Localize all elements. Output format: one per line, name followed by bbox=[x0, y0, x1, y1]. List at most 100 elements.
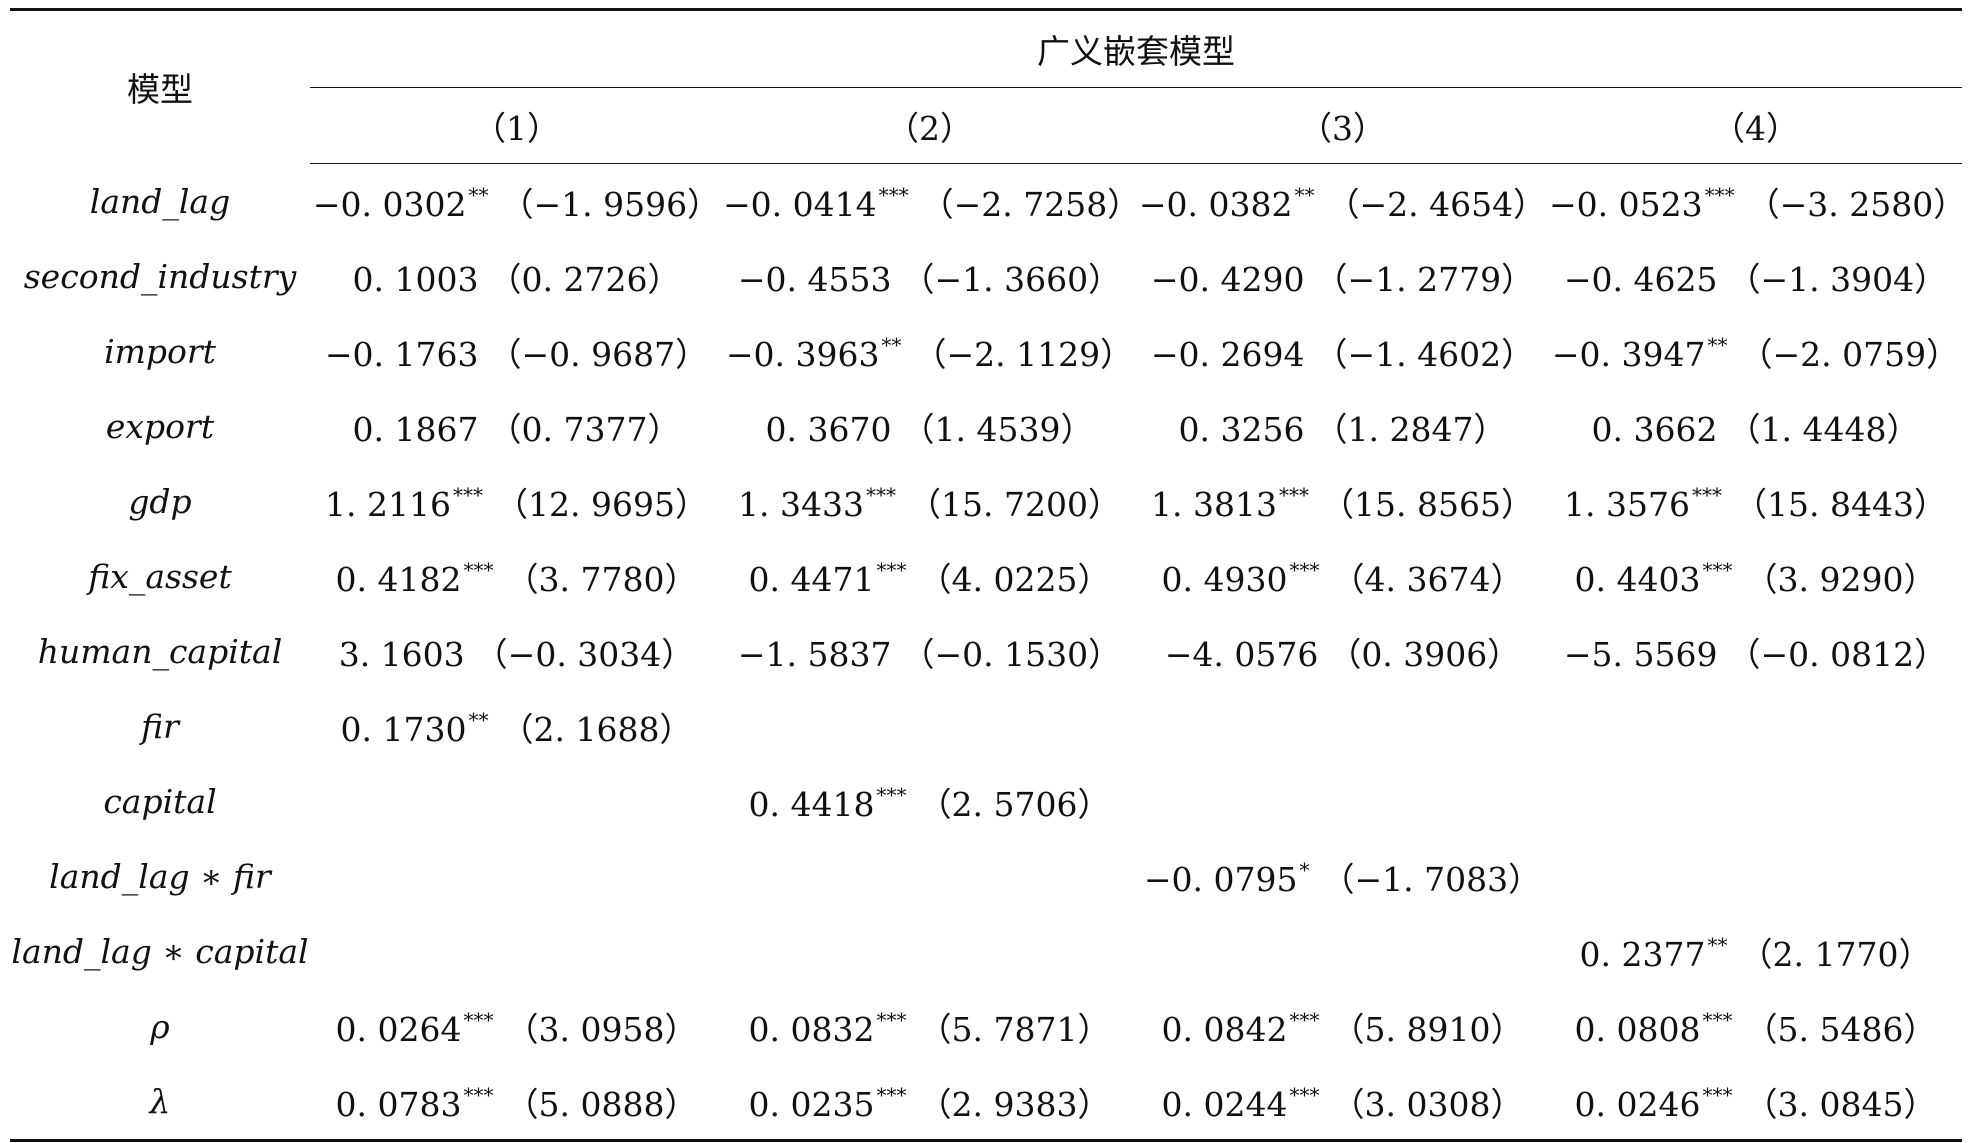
estimate-cell: −0. 4625 （−1. 3904） bbox=[1549, 239, 1962, 314]
estimate-cell: 0. 3662 （1. 4448） bbox=[1549, 389, 1962, 464]
significance-stars: *** bbox=[463, 1007, 494, 1032]
estimate-cell bbox=[1136, 914, 1549, 989]
coefficient-value: 0. 0783 bbox=[335, 1084, 462, 1124]
estimate-cell: 0. 3256 （1. 2847） bbox=[1136, 389, 1549, 464]
t-statistic-value: （3. 7780） bbox=[505, 559, 698, 599]
estimate-cell: −5. 5569 （−0. 0812） bbox=[1549, 614, 1962, 689]
significance-stars: *** bbox=[1289, 1007, 1320, 1032]
table-row: fir 0. 1730 ** （2. 1688） bbox=[10, 689, 1962, 764]
t-statistic-value: （1. 2847） bbox=[1314, 409, 1507, 449]
variable-name-cell: ρ bbox=[150, 1007, 170, 1046]
estimate-cell bbox=[1549, 839, 1962, 914]
estimate-cell: −0. 1763 （−0. 9687） bbox=[310, 314, 723, 389]
coefficient-value: 0. 4418 bbox=[748, 784, 875, 824]
estimate-cell: 0. 0246 *** （3. 0845） bbox=[1549, 1064, 1962, 1142]
t-statistic-value: （−2. 0759） bbox=[1739, 334, 1960, 374]
estimate-cell: 0. 1003 （0. 2726） bbox=[310, 239, 723, 314]
estimate-cell bbox=[310, 764, 723, 839]
t-statistic-value: （−3. 2580） bbox=[1746, 184, 1967, 224]
coefficient-value: 0. 0235 bbox=[748, 1084, 875, 1124]
variable-name-cell: import bbox=[104, 332, 216, 371]
t-statistic-value: （−2. 4654） bbox=[1326, 184, 1547, 224]
significance-stars: *** bbox=[1704, 182, 1735, 207]
estimate-cell bbox=[1136, 764, 1549, 839]
t-statistic-value: （−0. 1530） bbox=[901, 634, 1122, 674]
t-statistic-value: （−0. 9687） bbox=[488, 334, 709, 374]
table-row: import −0. 1763 （−0. 9687） −0. 3963 ** （−2. 1… bbox=[10, 314, 1962, 389]
t-statistic-value: （4. 3674） bbox=[1331, 559, 1524, 599]
estimate-cell: 1. 3576 *** （15. 8443） bbox=[1549, 464, 1962, 539]
significance-stars: ** bbox=[1707, 932, 1728, 957]
t-statistic-value: （15. 8565） bbox=[1321, 484, 1534, 524]
coefficient-value: 0. 0842 bbox=[1161, 1009, 1288, 1049]
t-statistic-value: （2. 9383） bbox=[918, 1084, 1111, 1124]
estimate-cell: 0. 4182 *** （3. 7780） bbox=[310, 539, 723, 614]
t-statistic-value: （1. 4448） bbox=[1727, 409, 1920, 449]
coefficient-value: 0. 0808 bbox=[1574, 1009, 1701, 1049]
t-statistic-value: （−0. 3034） bbox=[474, 634, 695, 674]
estimate-cell: 3. 1603 （−0. 3034） bbox=[310, 614, 723, 689]
variable-name-cell: second_industry bbox=[23, 257, 297, 296]
variable-name-cell: fix_asset bbox=[88, 557, 232, 596]
variable-name-cell: export bbox=[105, 407, 215, 446]
table-row: ρ 0. 0264 *** （3. 0958） 0. 0832 *** （5. 7871） 0… bbox=[10, 989, 1962, 1064]
coefficient-value: 0. 0246 bbox=[1574, 1084, 1701, 1124]
coefficient-value: 0. 3662 bbox=[1591, 409, 1718, 449]
coefficient-value: −0. 2694 bbox=[1150, 334, 1305, 374]
coefficient-value: 0. 0264 bbox=[335, 1009, 462, 1049]
significance-stars: ** bbox=[881, 332, 902, 357]
coefficient-value: 0. 1003 bbox=[352, 259, 479, 299]
table-row: gdp 1. 2116 *** （12. 9695） 1. 3433 *** （15. 72… bbox=[10, 464, 1962, 539]
coefficient-value: −0. 1763 bbox=[324, 334, 479, 374]
coefficient-value: −0. 3947 bbox=[1551, 334, 1706, 374]
coefficient-value: 0. 4930 bbox=[1161, 559, 1288, 599]
estimate-cell: −1. 5837 （−0. 1530） bbox=[723, 614, 1136, 689]
estimate-cell: 0. 4418 *** （2. 5706） bbox=[723, 764, 1136, 839]
estimate-cell: 0. 4930 *** （4. 3674） bbox=[1136, 539, 1549, 614]
table-row: second_industry 0. 1003 （0. 2726） −0. 4553 （… bbox=[10, 239, 1962, 314]
significance-stars: *** bbox=[453, 482, 483, 507]
variable-name-cell: human_capital bbox=[37, 632, 283, 671]
significance-stars: *** bbox=[1692, 482, 1722, 507]
estimate-cell: −0. 3963 ** （−2. 1129） bbox=[723, 314, 1136, 389]
column-header-2: （2） bbox=[723, 87, 1136, 164]
coefficient-value: 0. 3256 bbox=[1178, 409, 1305, 449]
t-statistic-value: （3. 0958） bbox=[505, 1009, 698, 1049]
coefficient-value: −0. 0523 bbox=[1549, 184, 1703, 224]
coefficient-value: 1. 3433 bbox=[738, 484, 864, 524]
t-statistic-value: （12. 9695） bbox=[495, 484, 708, 524]
table-row: capital 0. 4418 *** （2. 5706） bbox=[10, 764, 1962, 839]
estimate-cell: 1. 3433 *** （15. 7200） bbox=[723, 464, 1136, 539]
significance-stars: *** bbox=[876, 782, 907, 807]
significance-stars: ** bbox=[468, 707, 489, 732]
coefficient-value: 1. 3813 bbox=[1151, 484, 1277, 524]
t-statistic-value: （3. 9290） bbox=[1744, 559, 1937, 599]
variable-name-cell: capital bbox=[103, 782, 217, 821]
t-statistic-value: （2. 1688） bbox=[500, 709, 693, 749]
t-statistic-value: （2. 5706） bbox=[918, 784, 1111, 824]
variable-name-cell: land_lag bbox=[89, 181, 231, 221]
estimate-cell: 1. 3813 *** （15. 8565） bbox=[1136, 464, 1549, 539]
significance-stars: *** bbox=[876, 557, 907, 582]
coefficient-value: 0. 3670 bbox=[765, 409, 892, 449]
estimate-cell bbox=[1136, 689, 1549, 764]
coefficient-value: −0. 0414 bbox=[723, 184, 877, 224]
column-header-3: （3） bbox=[1136, 87, 1549, 164]
column-header-4: （4） bbox=[1549, 87, 1962, 164]
estimate-cell bbox=[310, 914, 723, 989]
estimate-cell: −0. 2694 （−1. 4602） bbox=[1136, 314, 1549, 389]
coefficient-value: 0. 4471 bbox=[748, 559, 875, 599]
t-statistic-value: （−1. 2779） bbox=[1314, 259, 1535, 299]
significance-stars: *** bbox=[1289, 1082, 1320, 1107]
significance-stars: *** bbox=[866, 482, 896, 507]
column-header-1: （1） bbox=[310, 87, 723, 164]
table-body: land_lag −0. 0302 ** （−1. 9596） −0. 0414 *** （… bbox=[10, 164, 1966, 1142]
variable-name-cell: land_lag ∗ fir bbox=[49, 857, 271, 896]
coefficient-value: 0. 4182 bbox=[335, 559, 462, 599]
coefficient-value: 0. 1867 bbox=[352, 409, 479, 449]
t-statistic-value: （2. 1770） bbox=[1739, 934, 1932, 974]
significance-stars: *** bbox=[463, 557, 494, 582]
significance-stars: *** bbox=[1702, 1007, 1733, 1032]
significance-stars: *** bbox=[876, 1007, 907, 1032]
estimate-cell: −0. 4290 （−1. 2779） bbox=[1136, 239, 1549, 314]
